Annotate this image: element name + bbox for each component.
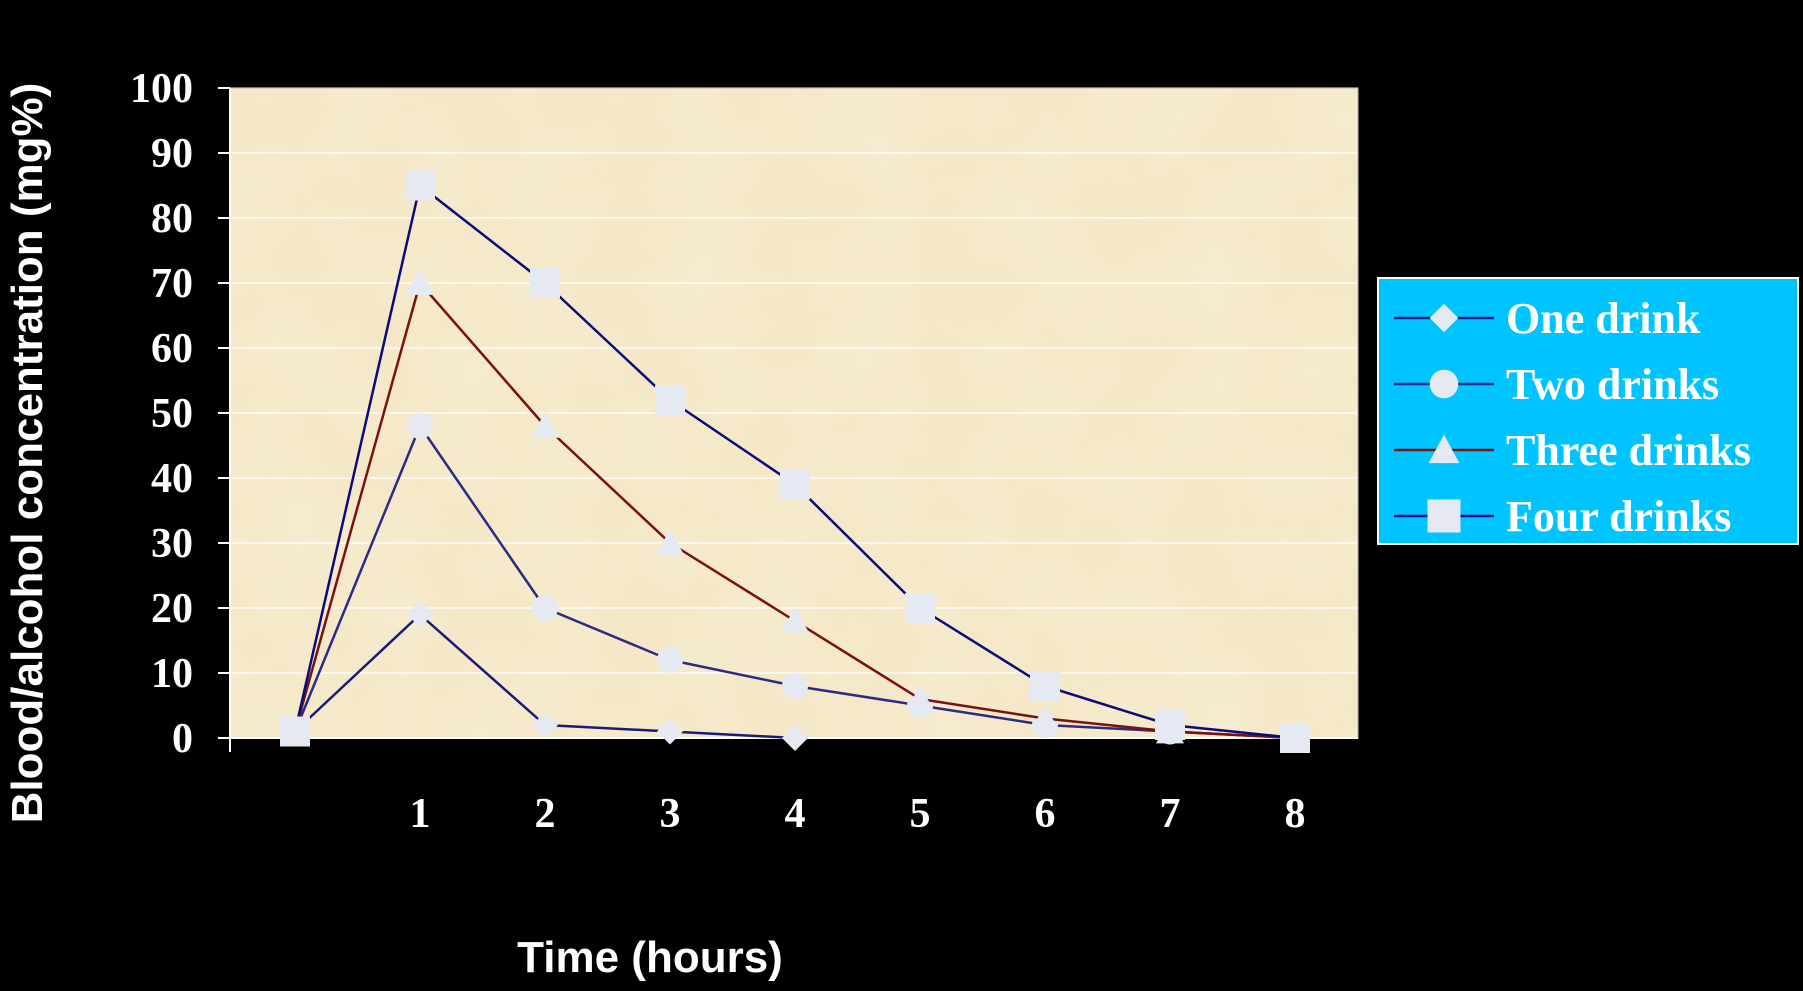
y-tick-label: 20 [151,586,193,632]
data-point [531,412,559,438]
y-tick-label: 90 [151,131,193,177]
legend-label: Four drinks [1506,492,1731,541]
data-point [781,607,809,633]
legend-label: Two drinks [1506,360,1719,409]
data-point [905,593,935,623]
data-point [780,469,810,500]
data-point [1155,710,1185,740]
y-tick-label: 70 [151,261,193,307]
legend-item: Two drinks [1394,360,1719,409]
legend: One drink Two drinks Three drinks Four drin… [1377,277,1799,545]
x-tick-label: 5 [910,791,931,837]
x-tick-label: 3 [660,791,681,837]
series-4 [280,170,1310,753]
data-point [407,601,433,628]
x-tick-label: 6 [1035,791,1056,837]
data-point [657,718,683,745]
legend-label: Three drinks [1506,426,1751,475]
x-tick-label: 2 [535,791,556,837]
data-point [405,170,435,201]
data-point [407,413,433,439]
data-point [782,673,808,699]
x-axis-title: Time (hours) [517,933,783,982]
legend-marker [1429,303,1459,333]
data-point [406,269,434,295]
data-point [782,725,808,751]
data-point [656,529,684,555]
data-point [530,268,560,298]
y-tick-label: 10 [151,651,193,697]
y-tick-label: 40 [151,456,193,502]
legend-marker [1428,434,1460,464]
data-point [1031,704,1059,731]
y-tick-label: 60 [151,326,193,372]
axes: 0 10 20 30 40 50 60 70 80 90 100 1 2 3 4 5 6 7 8 [130,66,1358,837]
legend-label: One drink [1506,294,1701,343]
y-tick-label: 100 [130,66,193,112]
x-tick-label: 1 [410,791,431,837]
data-point [655,385,685,415]
data-point [280,716,310,747]
data-point [906,685,934,711]
legend-item: Four drinks [1394,492,1731,541]
data-point [1280,723,1310,753]
x-tick-label: 4 [785,791,806,837]
legend-item: Three drinks [1394,426,1751,475]
legend-item: One drink [1394,294,1701,343]
y-tick-label: 80 [151,196,193,242]
y-axis-title: Blood/alcohol concentration (mg%) [3,83,52,824]
y-tick-label: 30 [151,521,193,567]
x-tick-label: 8 [1285,791,1306,837]
x-tick-label: 7 [1160,791,1181,837]
data-point [532,595,558,621]
data-point [1030,671,1060,701]
data-point [532,712,558,738]
series-group [280,170,1310,753]
y-tick-label: 50 [151,391,193,437]
data-point [657,647,683,673]
gridlines [229,87,1359,739]
legend-marker [1429,369,1459,399]
y-tick-label: 0 [172,716,193,762]
legend-marker [1427,499,1461,533]
